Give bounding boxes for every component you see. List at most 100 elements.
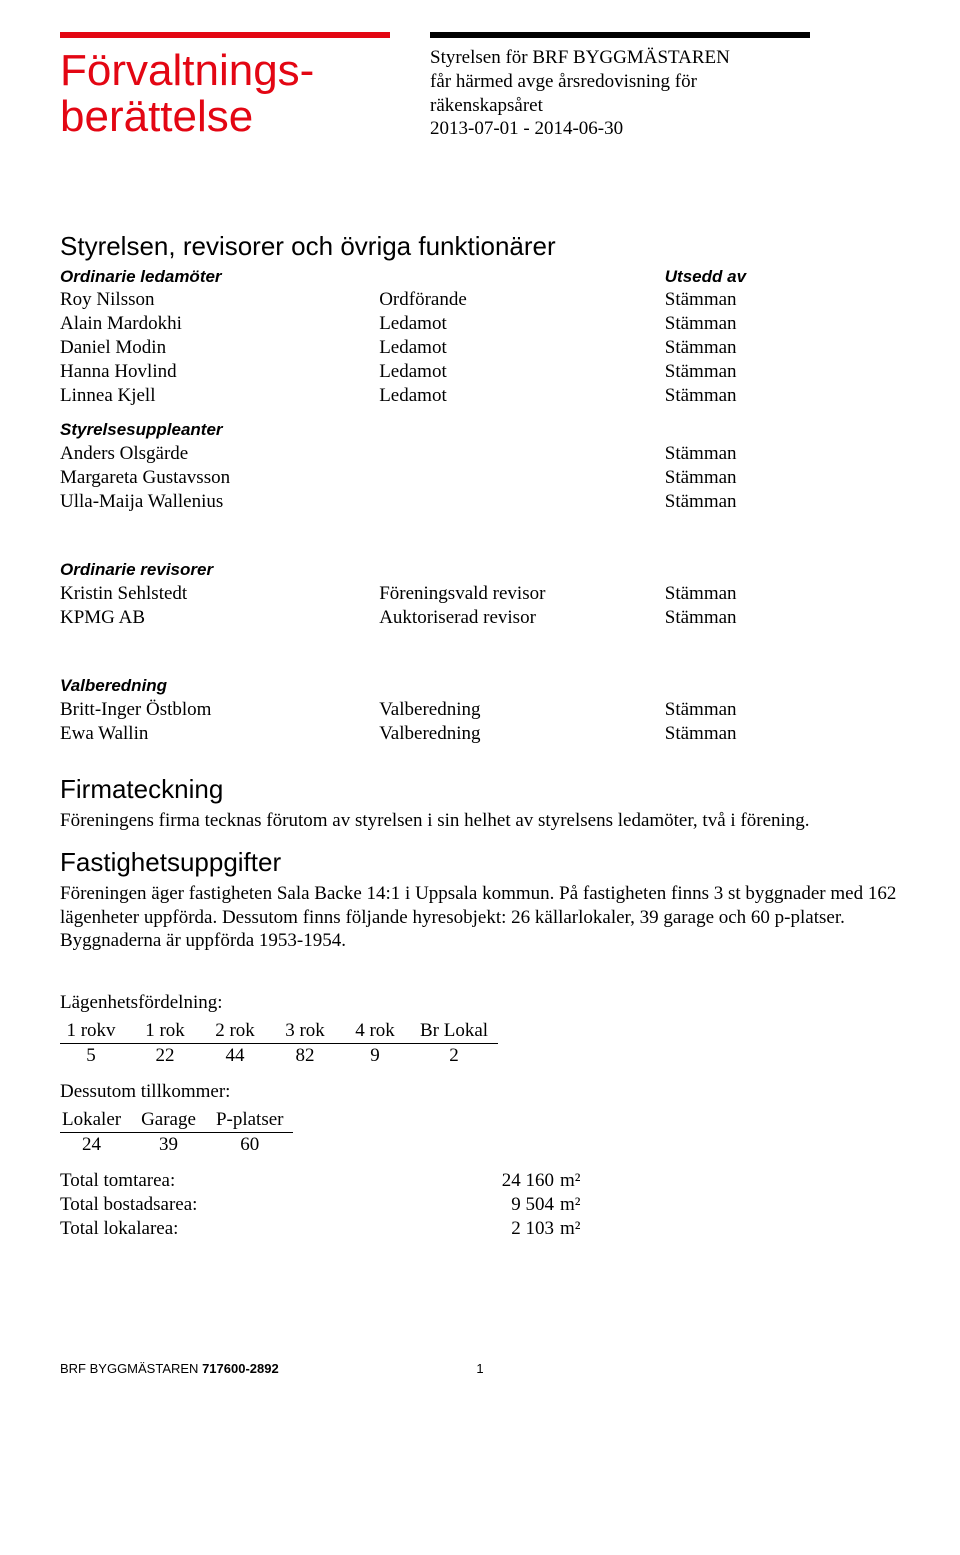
document-header: Förvaltnings- berättelse Styrelsen för B… [60, 24, 900, 141]
dessutom-val: 60 [206, 1132, 294, 1157]
member-by: Stämman [665, 360, 900, 384]
member-by: Stämman [665, 312, 900, 336]
area-value: 9 504 [480, 1193, 560, 1217]
dessutom-table: Lokaler Garage P-platser 24 39 60 [60, 1108, 293, 1157]
lagenhet-val: 44 [200, 1043, 270, 1068]
member-role: Ledamot [379, 312, 665, 336]
revisor-by: Stämman [665, 606, 900, 630]
valberedning-heading: Valberedning [60, 676, 900, 696]
intro-line-2: får härmed avge årsredovisning för [430, 71, 697, 92]
member-role: Ledamot [379, 360, 665, 384]
lagenhet-col: Br Lokal [410, 1019, 498, 1044]
intro-line-3: räkenskapsåret [430, 95, 543, 116]
lagenhet-values-row: 5 22 44 82 9 2 [60, 1043, 498, 1068]
suppleant-row: Ulla-Maija WalleniusStämman [60, 490, 900, 514]
lagenhet-val: 9 [340, 1043, 410, 1068]
firmateckning-text: Föreningens firma tecknas förutom av sty… [60, 809, 900, 833]
suppleant-row: Margareta Gustavsson Stämman [60, 466, 900, 490]
title-line-1: Förvaltnings- [60, 46, 314, 95]
title-line-2: berättelse [60, 92, 253, 141]
intro-text: Styrelsen för BRF BYGGMÄSTAREN får härme… [430, 46, 810, 141]
lagenhet-table: 1 rokv 1 rok 2 rok 3 rok 4 rok Br Lokal … [60, 1019, 498, 1068]
suppleant-by: Stämman [665, 442, 900, 466]
member-name: Alain Mardokhi [60, 312, 379, 336]
title-block: Förvaltnings- berättelse [60, 32, 390, 140]
revisor-row: KPMG ABAuktoriserad revisorStämman [60, 606, 900, 630]
footer-org: BRF BYGGMÄSTAREN 717600-2892 [60, 1361, 279, 1376]
main-title: Förvaltnings- berättelse [60, 48, 390, 140]
revisorer-heading: Ordinarie revisorer [60, 560, 900, 580]
page-footer: BRF BYGGMÄSTAREN 717600-2892 1 [60, 1361, 900, 1376]
area-label: Total tomtarea: [60, 1169, 480, 1193]
valberedning-row: Ewa WallinValberedningStämman [60, 722, 900, 746]
member-name: Daniel Modin [60, 336, 379, 360]
board-members-table: Ordinarie ledamöter Utsedd av Roy Nilsso… [60, 266, 900, 408]
area-row: Total lokalarea: 2 103 m² [60, 1217, 600, 1241]
lagenhet-val: 82 [270, 1043, 340, 1068]
board-members-header: Ordinarie ledamöter Utsedd av [60, 266, 900, 288]
area-label: Total bostadsarea: [60, 1193, 480, 1217]
dessutom-label: Dessutom tillkommer: [60, 1080, 900, 1104]
area-row: Total tomtarea: 24 160 m² [60, 1169, 600, 1193]
member-row: Daniel ModinLedamotStämman [60, 336, 900, 360]
dessutom-header-row: Lokaler Garage P-platser [60, 1108, 293, 1133]
member-name: Roy Nilsson [60, 288, 379, 312]
valberedning-by: Stämman [665, 722, 900, 746]
dessutom-col: P-platser [206, 1108, 294, 1133]
section-heading-board: Styrelsen, revisorer och övriga funktion… [60, 231, 900, 262]
valberedning-table: Britt-Inger ÖstblomValberedningStämman E… [60, 698, 900, 746]
suppleant-name: Anders Olsgärde [60, 442, 379, 466]
area-value: 2 103 [480, 1217, 560, 1241]
red-accent-bar [60, 32, 390, 38]
footer-page-number: 1 [476, 1361, 483, 1376]
dessutom-values-row: 24 39 60 [60, 1132, 293, 1157]
member-by: Stämman [665, 288, 900, 312]
fastighet-text: Föreningen äger fastigheten Sala Backe 1… [60, 882, 900, 953]
member-role: Ledamot [379, 384, 665, 408]
ord-label: Ordinarie ledamöter [60, 266, 379, 288]
member-row: Linnea KjellLedamotStämman [60, 384, 900, 408]
revisor-by: Stämman [665, 582, 900, 606]
area-row: Total bostadsarea: 9 504 m² [60, 1193, 600, 1217]
revisorer-table: Kristin SehlstedtFöreningsvald revisorSt… [60, 582, 900, 630]
member-by: Stämman [665, 384, 900, 408]
lagenhet-header-row: 1 rokv 1 rok 2 rok 3 rok 4 rok Br Lokal [60, 1019, 498, 1044]
intro-line-4: 2013-07-01 - 2014-06-30 [430, 118, 623, 139]
suppleant-name: Margareta Gustavsson [60, 466, 379, 490]
member-by: Stämman [665, 336, 900, 360]
valberedning-row: Britt-Inger ÖstblomValberedningStämman [60, 698, 900, 722]
member-role: Ordförande [379, 288, 665, 312]
lagenhet-val: 5 [60, 1043, 130, 1068]
suppleant-name: Ulla-Maija Wallenius [60, 490, 379, 514]
suppleants-table: Anders Olsgärde Stämman Margareta Gustavs… [60, 442, 900, 514]
valberedning-name: Britt-Inger Östblom [60, 698, 379, 722]
suppleant-row: Anders Olsgärde Stämman [60, 442, 900, 466]
valberedning-name: Ewa Wallin [60, 722, 379, 746]
footer-org-name: BRF BYGGMÄSTAREN [60, 1361, 198, 1376]
lagenhet-label: Lägenhetsfördelning: [60, 991, 900, 1015]
valberedning-by: Stämman [665, 698, 900, 722]
utsedd-label: Utsedd av [665, 266, 900, 288]
lagenhet-col: 3 rok [270, 1019, 340, 1044]
valberedning-role: Valberedning [379, 722, 665, 746]
revisor-row: Kristin SehlstedtFöreningsvald revisorSt… [60, 582, 900, 606]
suppleant-by: Stämman [665, 466, 900, 490]
member-row: Hanna HovlindLedamotStämman [60, 360, 900, 384]
lagenhet-val: 22 [130, 1043, 200, 1068]
black-accent-bar [430, 32, 810, 38]
lagenhet-col: 1 rok [130, 1019, 200, 1044]
revisor-name: KPMG AB [60, 606, 379, 630]
lagenhet-col: 4 rok [340, 1019, 410, 1044]
area-value: 24 160 [480, 1169, 560, 1193]
member-name: Hanna Hovlind [60, 360, 379, 384]
member-row: Roy NilssonOrdförandeStämman [60, 288, 900, 312]
lagenhet-col: 2 rok [200, 1019, 270, 1044]
area-label: Total lokalarea: [60, 1217, 480, 1241]
dessutom-val: 24 [60, 1132, 131, 1157]
section-heading-fastighet: Fastighetsuppgifter [60, 847, 900, 878]
member-name: Linnea Kjell [60, 384, 379, 408]
lagenhet-col: 1 rokv [60, 1019, 130, 1044]
section-heading-firmateckning: Firmateckning [60, 774, 900, 805]
intro-line-1: Styrelsen för BRF BYGGMÄSTAREN [430, 47, 730, 68]
area-unit: m² [560, 1217, 600, 1241]
